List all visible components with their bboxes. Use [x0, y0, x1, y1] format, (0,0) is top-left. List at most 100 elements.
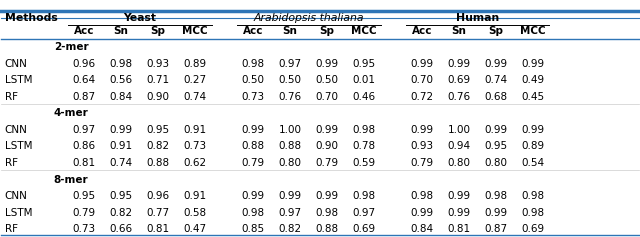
Text: 0.70: 0.70	[410, 75, 433, 85]
Text: RF: RF	[4, 224, 17, 234]
Text: Sp: Sp	[488, 26, 504, 36]
Text: 0.88: 0.88	[147, 158, 170, 168]
Text: 0.82: 0.82	[109, 208, 132, 218]
Text: 0.73: 0.73	[184, 141, 207, 151]
Text: 0.74: 0.74	[184, 92, 207, 102]
Text: 0.91: 0.91	[109, 141, 132, 151]
Text: 0.50: 0.50	[241, 75, 264, 85]
Text: 0.27: 0.27	[184, 75, 207, 85]
Text: 0.99: 0.99	[484, 125, 508, 135]
Text: 0.46: 0.46	[353, 92, 376, 102]
Text: 0.82: 0.82	[147, 141, 170, 151]
Text: 0.99: 0.99	[484, 59, 508, 69]
Text: 0.89: 0.89	[184, 59, 207, 69]
Text: 0.47: 0.47	[184, 224, 207, 234]
Text: 0.93: 0.93	[410, 141, 433, 151]
Text: 0.59: 0.59	[353, 158, 376, 168]
Text: RF: RF	[4, 158, 17, 168]
Text: 0.91: 0.91	[184, 125, 207, 135]
Text: 1.00: 1.00	[447, 125, 470, 135]
Text: 0.88: 0.88	[316, 224, 339, 234]
Text: 0.99: 0.99	[521, 125, 545, 135]
Text: 0.98: 0.98	[521, 208, 545, 218]
Text: 0.99: 0.99	[484, 208, 508, 218]
Text: 0.56: 0.56	[109, 75, 132, 85]
Text: 0.64: 0.64	[73, 75, 96, 85]
Text: 0.96: 0.96	[73, 59, 96, 69]
Text: 0.94: 0.94	[447, 141, 470, 151]
Text: 0.71: 0.71	[147, 75, 170, 85]
Text: 0.76: 0.76	[278, 92, 301, 102]
Text: 0.81: 0.81	[73, 158, 96, 168]
Text: CNN: CNN	[4, 125, 28, 135]
Text: 0.99: 0.99	[278, 191, 301, 201]
Text: 0.62: 0.62	[184, 158, 207, 168]
Text: 0.95: 0.95	[73, 191, 96, 201]
Text: 0.82: 0.82	[278, 224, 301, 234]
Text: 0.97: 0.97	[278, 208, 301, 218]
Text: LSTM: LSTM	[4, 75, 32, 85]
Text: 0.79: 0.79	[241, 158, 265, 168]
Text: 0.78: 0.78	[353, 141, 376, 151]
Text: 0.84: 0.84	[109, 92, 132, 102]
Text: Sp: Sp	[319, 26, 335, 36]
Text: 0.49: 0.49	[521, 75, 545, 85]
Text: 0.81: 0.81	[147, 224, 170, 234]
Text: 0.99: 0.99	[241, 125, 265, 135]
Text: 0.66: 0.66	[109, 224, 132, 234]
Text: 0.93: 0.93	[147, 59, 170, 69]
Text: RF: RF	[4, 92, 17, 102]
Text: 0.79: 0.79	[316, 158, 339, 168]
Text: 0.45: 0.45	[521, 92, 545, 102]
Text: 0.95: 0.95	[147, 125, 170, 135]
Text: 0.98: 0.98	[316, 208, 339, 218]
Text: Sn: Sn	[114, 26, 129, 36]
Text: 0.99: 0.99	[410, 125, 433, 135]
Text: 0.50: 0.50	[278, 75, 301, 85]
Text: 0.99: 0.99	[316, 125, 339, 135]
Text: 0.97: 0.97	[353, 208, 376, 218]
Text: 0.91: 0.91	[184, 191, 207, 201]
Text: 8-mer: 8-mer	[54, 174, 88, 185]
Text: MCC: MCC	[520, 26, 546, 36]
Text: 0.79: 0.79	[410, 158, 433, 168]
Text: 0.72: 0.72	[410, 92, 433, 102]
Text: Arabidopsis thaliana: Arabidopsis thaliana	[253, 13, 364, 23]
Text: 0.98: 0.98	[241, 59, 265, 69]
Text: 0.97: 0.97	[278, 59, 301, 69]
Text: 0.85: 0.85	[241, 224, 265, 234]
Text: 0.86: 0.86	[73, 141, 96, 151]
Text: MCC: MCC	[182, 26, 208, 36]
Text: LSTM: LSTM	[4, 208, 32, 218]
Text: 0.98: 0.98	[353, 191, 376, 201]
Text: 0.70: 0.70	[316, 92, 339, 102]
Text: Methods: Methods	[4, 13, 58, 23]
Text: Acc: Acc	[243, 26, 263, 36]
Text: 0.99: 0.99	[447, 208, 470, 218]
Text: 0.69: 0.69	[521, 224, 545, 234]
Text: 0.54: 0.54	[521, 158, 545, 168]
Text: 0.87: 0.87	[73, 92, 96, 102]
Text: 0.73: 0.73	[241, 92, 265, 102]
Text: 0.95: 0.95	[484, 141, 508, 151]
Text: 0.98: 0.98	[521, 191, 545, 201]
Text: 0.96: 0.96	[147, 191, 170, 201]
Text: 0.69: 0.69	[447, 75, 470, 85]
Text: 0.81: 0.81	[447, 224, 470, 234]
Text: 0.88: 0.88	[278, 141, 301, 151]
Text: 1.00: 1.00	[278, 125, 301, 135]
Text: 0.74: 0.74	[484, 75, 508, 85]
Text: LSTM: LSTM	[4, 141, 32, 151]
Text: 0.95: 0.95	[353, 59, 376, 69]
Text: 0.99: 0.99	[521, 59, 545, 69]
Text: 4-mer: 4-mer	[54, 108, 88, 118]
Text: 0.88: 0.88	[241, 141, 265, 151]
Text: Sp: Sp	[150, 26, 166, 36]
Text: Acc: Acc	[74, 26, 95, 36]
Text: 0.99: 0.99	[316, 59, 339, 69]
Text: Yeast: Yeast	[123, 13, 156, 23]
Text: 0.98: 0.98	[353, 125, 376, 135]
Text: 0.99: 0.99	[447, 59, 470, 69]
Text: 0.90: 0.90	[147, 92, 170, 102]
Text: 0.73: 0.73	[73, 224, 96, 234]
